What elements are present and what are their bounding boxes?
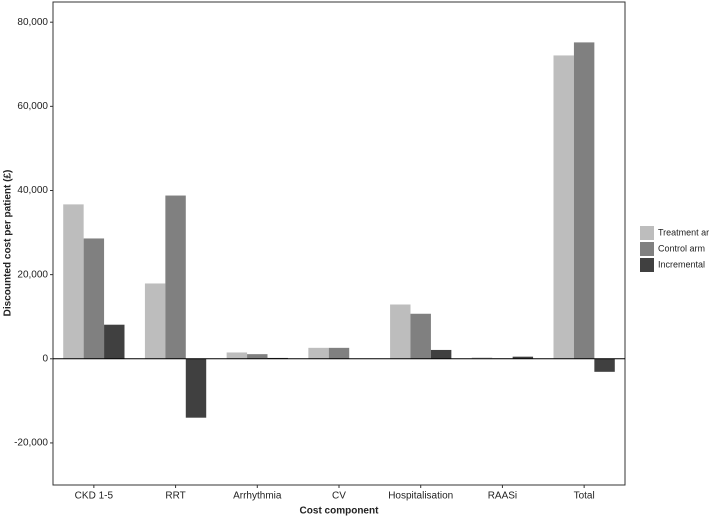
x-tick-label: RAASi	[488, 491, 517, 502]
legend-label: Treatment arm	[658, 227, 709, 237]
bar	[410, 313, 431, 359]
bar	[471, 357, 493, 359]
bar	[104, 324, 125, 359]
legend-swatch	[640, 242, 654, 256]
bar	[430, 349, 452, 359]
bar	[390, 304, 411, 359]
legend-swatch	[640, 226, 654, 240]
bar	[553, 55, 574, 359]
bar	[512, 356, 534, 359]
x-tick-label: CV	[332, 491, 346, 502]
x-tick-label: RRT	[165, 491, 185, 502]
bar	[308, 347, 329, 359]
bar	[226, 352, 248, 359]
bar	[594, 358, 615, 372]
bar	[185, 358, 207, 418]
x-tick-label: CKD 1-5	[75, 491, 114, 502]
y-tick-label: 20,000	[17, 269, 48, 280]
legend-label: Control arm	[658, 243, 705, 253]
y-tick-label: 80,000	[17, 17, 48, 28]
plot-area	[52, 1, 626, 486]
bar	[247, 354, 268, 359]
bar	[573, 42, 595, 359]
bar	[144, 283, 166, 359]
legend-label: Incremental	[658, 259, 705, 269]
y-tick-label: 40,000	[17, 185, 48, 196]
x-tick-label: Arrhythmia	[233, 491, 282, 502]
bar	[63, 204, 84, 359]
bar	[328, 347, 350, 359]
y-tick-label: -20,000	[14, 438, 48, 449]
bar	[165, 195, 186, 359]
bar	[83, 238, 105, 359]
x-tick-label: Hospitalisation	[388, 491, 453, 502]
x-axis-title: Cost component	[300, 506, 380, 517]
legend-swatch	[640, 258, 654, 272]
y-axis-title: Discounted cost per patient (£)	[3, 170, 14, 317]
y-tick-label: 60,000	[17, 101, 48, 112]
y-tick-label: 0	[42, 353, 48, 364]
x-tick-label: Total	[574, 491, 595, 502]
